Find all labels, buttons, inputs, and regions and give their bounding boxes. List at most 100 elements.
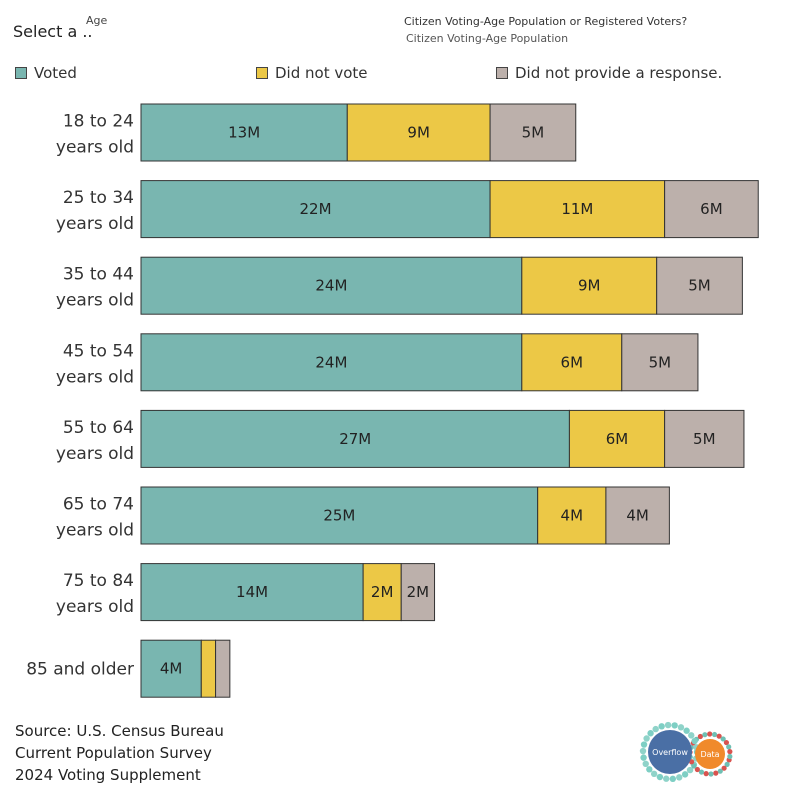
logo-dot xyxy=(671,722,678,729)
select-label[interactable]: Select a .. xyxy=(13,22,93,41)
logo-dot xyxy=(702,732,708,738)
logo-dot xyxy=(647,730,654,737)
logo-dot xyxy=(724,761,730,767)
bar-segment-voted[interactable] xyxy=(140,409,570,468)
bar-value-label: 13M xyxy=(228,124,260,142)
logo-dot xyxy=(727,753,733,760)
legend-swatch-no-response xyxy=(496,67,508,79)
category-label: 65 to 74 years old xyxy=(56,495,134,541)
bar-value-label: 5M xyxy=(693,430,716,448)
bar-value-label: 6M xyxy=(561,353,584,371)
logo-dot xyxy=(720,736,726,742)
bar-segment-did-not-vote[interactable] xyxy=(362,563,402,622)
bar-value-label: 4M xyxy=(561,507,584,525)
legend-item-voted[interactable]: Voted xyxy=(15,64,77,82)
logo-dot xyxy=(669,775,677,783)
bar-segment-no-response[interactable] xyxy=(215,639,231,698)
bar-value-label: 2M xyxy=(371,583,394,601)
logo-dot xyxy=(707,731,713,737)
category-label: 45 to 54 years old xyxy=(56,341,134,387)
logo-dot xyxy=(717,768,723,774)
logo-dot xyxy=(676,774,683,781)
logo-dot xyxy=(656,773,664,781)
source-line-2: Current Population Survey xyxy=(15,744,212,762)
logo-dot xyxy=(691,763,697,769)
bar-value-label: 25M xyxy=(323,507,355,525)
category-label: 35 to 44 years old xyxy=(56,265,134,311)
bar-value-label: 2M xyxy=(407,583,430,601)
logo-dot xyxy=(686,766,694,774)
bar-value-label: 11M xyxy=(561,200,593,218)
bar-segment-no-response[interactable] xyxy=(400,563,436,622)
logo-dot xyxy=(658,723,665,730)
logo-dot xyxy=(697,733,703,740)
bar-segment-did-not-vote[interactable] xyxy=(489,180,666,239)
bar-segment-voted[interactable] xyxy=(140,256,523,315)
category-label: 25 to 34 years old xyxy=(56,188,134,234)
logo-dot xyxy=(716,733,722,739)
bar-value-label: 5M xyxy=(649,353,672,371)
logo-dot xyxy=(646,766,653,773)
logo-dot xyxy=(640,741,648,748)
bar-value-label: 4M xyxy=(626,507,649,525)
logo-left-text: Overflow xyxy=(652,748,688,757)
bar-value-label: 24M xyxy=(315,353,347,371)
bar-value-label: 4M xyxy=(160,660,183,678)
logo-dot xyxy=(727,749,733,755)
logo-dot xyxy=(677,724,685,731)
bar-segment-voted[interactable] xyxy=(140,563,364,622)
legend-item-did-not-vote[interactable]: Did not vote xyxy=(256,64,368,82)
bar-segment-no-response[interactable] xyxy=(489,103,577,162)
legend-swatch-did-not-vote xyxy=(256,67,268,79)
bar-segment-did-not-vote[interactable] xyxy=(521,256,658,315)
bar-segment-voted[interactable] xyxy=(140,333,523,392)
bar-segment-did-not-vote[interactable] xyxy=(346,103,491,162)
logo-blue-circle xyxy=(648,730,692,774)
bar-value-label: 14M xyxy=(236,583,268,601)
legend-label-did-not-vote: Did not vote xyxy=(275,64,368,82)
logo-dot xyxy=(694,766,700,773)
bar-value-label: 6M xyxy=(700,200,723,218)
logo-dot xyxy=(708,771,714,777)
category-label: 55 to 64 years old xyxy=(56,418,134,464)
bar-value-label: 9M xyxy=(578,277,601,295)
logo-dot xyxy=(640,754,647,761)
category-label: 18 to 24 years old xyxy=(56,112,134,158)
bar-value-label: 6M xyxy=(606,430,629,448)
bar-segment-no-response[interactable] xyxy=(656,256,743,315)
bar-segment-did-not-vote[interactable] xyxy=(568,409,666,468)
stacked-bar-chart: 18 to 24 years old 13M 9M 5M 25 to 34 years ol… xyxy=(26,103,759,698)
logo-dot xyxy=(688,732,695,739)
bar-value-label: 22M xyxy=(300,200,332,218)
bar-value-label: 27M xyxy=(339,430,371,448)
logo-dot xyxy=(643,735,650,742)
logo-dot xyxy=(723,739,730,746)
bar-segment-voted[interactable] xyxy=(140,486,539,545)
bar-segment-did-not-vote[interactable] xyxy=(200,639,217,698)
population-toggle-value[interactable]: Citizen Voting-Age Population xyxy=(406,32,569,45)
bar-segment-voted[interactable] xyxy=(140,103,348,162)
category-label: 75 to 84 years old xyxy=(56,571,134,617)
logo-orange-circle xyxy=(695,739,725,769)
bar-segment-voted[interactable] xyxy=(140,639,202,698)
bar-segment-no-response[interactable] xyxy=(621,333,699,392)
logo-dot xyxy=(639,747,647,755)
legend-item-no-response[interactable]: Did not provide a response. xyxy=(496,64,722,82)
logo-right-text: Data xyxy=(700,750,719,759)
age-dropdown-label[interactable]: Age xyxy=(86,14,108,27)
bar-value-label: 5M xyxy=(522,124,545,142)
logo-dot xyxy=(703,771,709,777)
bar-segment-no-response[interactable] xyxy=(664,409,745,468)
bar-segment-voted[interactable] xyxy=(140,180,491,239)
bar-segment-did-not-vote[interactable] xyxy=(537,486,607,545)
logo-dot xyxy=(681,771,689,778)
legend-swatch-voted xyxy=(15,67,27,79)
bar-segment-no-response[interactable] xyxy=(664,180,759,239)
logo-dot xyxy=(650,770,658,778)
bar-segment-no-response[interactable] xyxy=(605,486,670,545)
logo-dot xyxy=(721,765,727,771)
category-label: 85 and older xyxy=(26,660,134,680)
logo-dot xyxy=(698,769,705,775)
logo-dot xyxy=(642,760,649,768)
bar-value-label: 5M xyxy=(688,277,711,295)
